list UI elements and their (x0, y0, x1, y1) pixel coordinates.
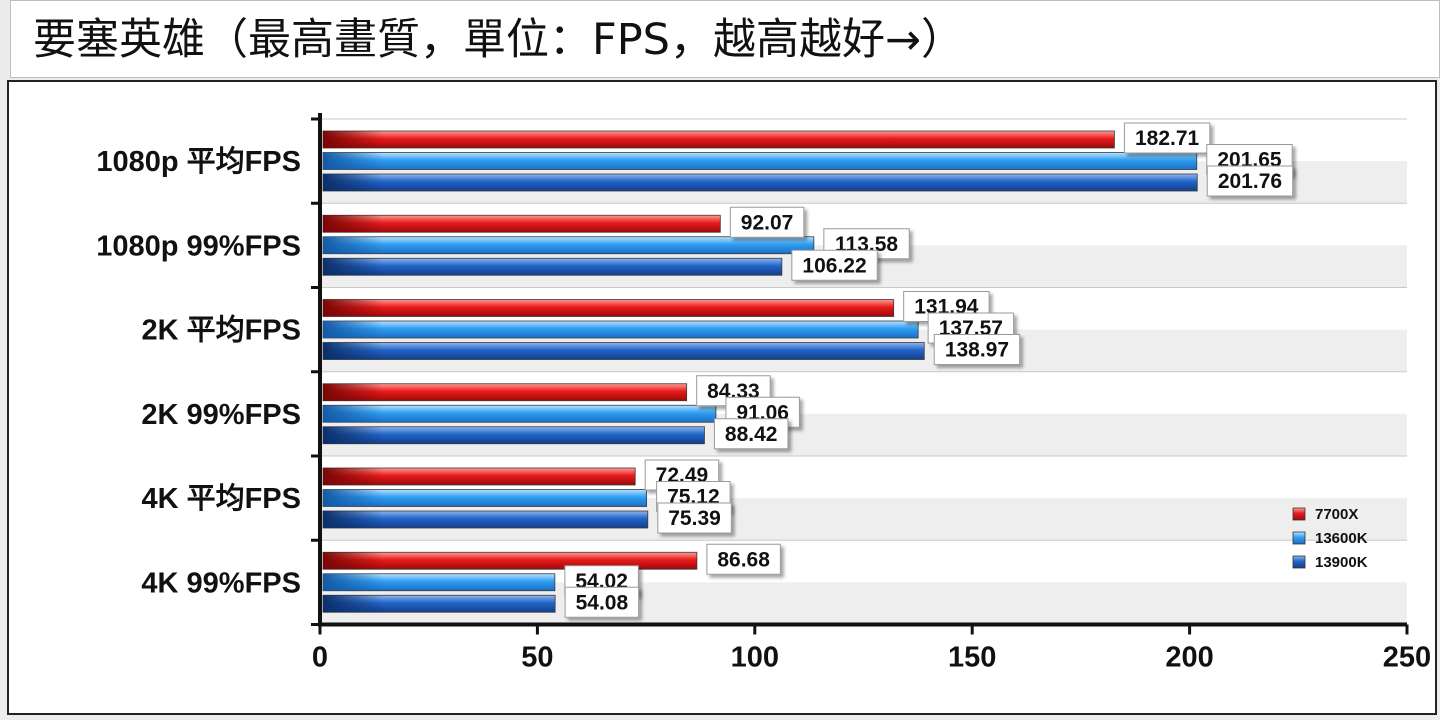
data-label-bg (706, 543, 781, 575)
bar-13900K-1 (322, 257, 783, 276)
data-label-box: 54.08 (564, 586, 640, 618)
bar-shade (323, 468, 383, 485)
bar-shade (323, 511, 383, 528)
category-label: 1080p 平均FPS (96, 145, 301, 178)
data-label: 54.08 (576, 591, 629, 614)
data-label-bg (1123, 122, 1211, 154)
data-label: 86.68 (717, 548, 770, 571)
bar-shade (323, 321, 383, 338)
category-label: 1080p 99%FPS (96, 230, 301, 262)
data-label-box: 92.07 (729, 206, 805, 238)
category-label: 2K 平均FPS (141, 314, 301, 347)
chart-panel: 0 50 100 150 200 250 1080p 平均FPS 1080p 99%FPS 2… (7, 80, 1437, 715)
bar-13600K-2 (322, 320, 919, 339)
bar-13600K-0 (322, 152, 1198, 170)
x-tick-label: 150 (948, 642, 996, 674)
legend-label-13900K: 13900K (1315, 554, 1368, 571)
category-label: 4K 99%FPS (141, 567, 301, 599)
bar-shade (323, 215, 383, 233)
bar-shade (323, 383, 383, 401)
data-label-bg (1206, 165, 1294, 197)
data-label-bg (933, 334, 1021, 365)
bar-shade (323, 552, 383, 570)
legend-swatch-13900K (1292, 555, 1306, 569)
data-label-bg (791, 249, 878, 281)
chart-title: 要塞英雄（最高畫質，單位：FPS，越高越好→） (10, 0, 1440, 78)
data-label: 138.97 (945, 339, 1009, 362)
x-tick-label: 50 (521, 642, 553, 674)
bar-shade (323, 489, 383, 507)
bar-shade (323, 573, 383, 591)
bar-shade (323, 152, 383, 170)
bar-13900K-2 (322, 342, 925, 360)
data-label-bg (713, 418, 789, 450)
bar-7700X-2 (322, 299, 895, 317)
data-label-bg (657, 502, 732, 534)
bar-7700X-0 (322, 130, 1115, 149)
data-label: 106.22 (802, 254, 866, 277)
bar-shade (323, 426, 383, 444)
x-tick-label: 200 (1165, 642, 1213, 674)
data-label: 75.39 (668, 507, 721, 530)
category-label: 4K 平均FPS (141, 482, 301, 515)
legend-label-7700X: 7700X (1315, 506, 1358, 523)
x-tick-label: 100 (731, 642, 779, 674)
data-label-box: 106.22 (791, 249, 878, 281)
data-label-box: 86.68 (706, 543, 781, 575)
data-label-box: 138.97 (933, 334, 1021, 365)
data-label-box: 201.76 (1206, 165, 1294, 197)
bar-13900K-0 (322, 173, 1198, 192)
data-label: 92.07 (741, 211, 794, 234)
bar-shade (323, 258, 383, 276)
data-label-bg (729, 206, 805, 238)
data-label-bg (564, 586, 640, 618)
bar-shade (323, 299, 383, 317)
legend-swatch-13600K (1292, 531, 1306, 545)
legend-label-13600K: 13600K (1315, 530, 1368, 547)
data-label-box: 75.39 (657, 502, 732, 534)
data-label: 182.71 (1135, 127, 1200, 150)
bar-shade (323, 236, 383, 254)
data-label: 201.76 (1218, 170, 1282, 193)
bar-shade (323, 405, 383, 423)
bar-shade (323, 174, 383, 191)
x-tick-label: 0 (312, 642, 328, 674)
data-label: 88.42 (725, 423, 778, 446)
bar-13600K-1 (322, 236, 815, 255)
bar-shade (323, 342, 383, 360)
legend-swatch-7700X (1292, 507, 1306, 521)
bar-shade (323, 595, 383, 613)
category-label: 2K 99%FPS (141, 399, 301, 431)
bar-shade (323, 131, 383, 148)
bar-chart: 0 50 100 150 200 250 1080p 平均FPS 1080p 99%FPS 2… (96, 113, 1431, 674)
data-label-box: 182.71 (1123, 122, 1211, 154)
data-label-box: 88.42 (713, 418, 789, 450)
x-tick-label: 250 (1383, 642, 1431, 674)
